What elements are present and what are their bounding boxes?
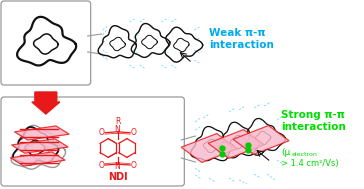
Polygon shape bbox=[11, 152, 65, 166]
Text: (μ: (μ bbox=[281, 148, 290, 157]
Polygon shape bbox=[15, 126, 69, 140]
Text: O: O bbox=[99, 160, 105, 170]
Polygon shape bbox=[233, 125, 289, 154]
Text: O: O bbox=[130, 160, 136, 170]
FancyBboxPatch shape bbox=[1, 1, 91, 85]
Polygon shape bbox=[208, 130, 264, 158]
Text: electron: electron bbox=[292, 152, 318, 157]
FancyArrow shape bbox=[32, 92, 60, 114]
Polygon shape bbox=[12, 139, 68, 153]
Text: O: O bbox=[99, 128, 105, 137]
FancyBboxPatch shape bbox=[1, 97, 184, 186]
Text: O: O bbox=[130, 128, 136, 137]
Text: NDI: NDI bbox=[108, 172, 127, 182]
Text: Weak π-π
interaction: Weak π-π interaction bbox=[209, 28, 274, 50]
Text: R: R bbox=[115, 117, 120, 126]
Text: Strong π-π
interaction: Strong π-π interaction bbox=[281, 110, 346, 132]
Text: > 1.4 cm²/Vs): > 1.4 cm²/Vs) bbox=[281, 159, 339, 168]
Text: N: N bbox=[115, 162, 120, 171]
Text: N: N bbox=[115, 125, 120, 134]
Polygon shape bbox=[181, 134, 237, 162]
